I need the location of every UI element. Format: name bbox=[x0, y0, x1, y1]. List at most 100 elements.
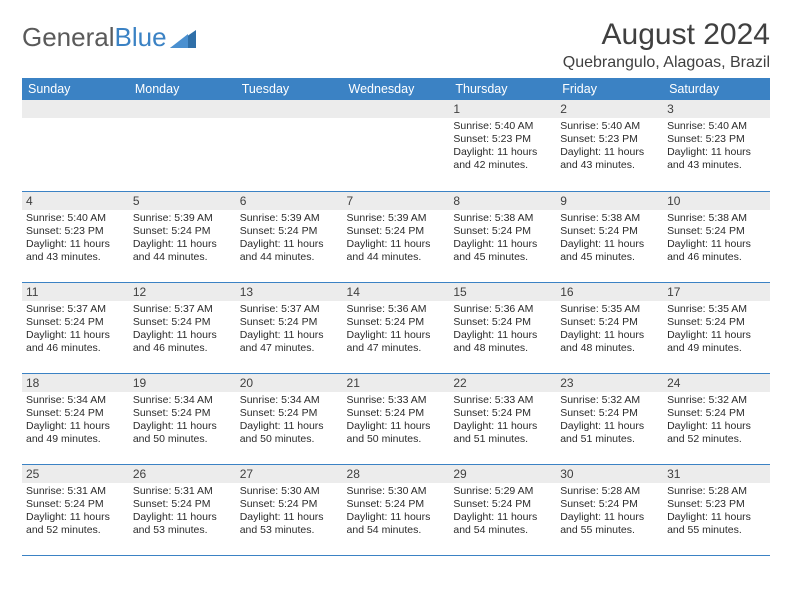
day-number bbox=[236, 100, 343, 118]
day-number: 29 bbox=[449, 465, 556, 483]
calendar-cell: 8Sunrise: 5:38 AMSunset: 5:24 PMDaylight… bbox=[449, 191, 556, 282]
day-number: 16 bbox=[556, 283, 663, 301]
calendar-cell: 30Sunrise: 5:28 AMSunset: 5:24 PMDayligh… bbox=[556, 464, 663, 555]
day-content: Sunrise: 5:40 AMSunset: 5:23 PMDaylight:… bbox=[556, 118, 663, 177]
location: Quebrangulo, Alagoas, Brazil bbox=[563, 54, 770, 72]
calendar-cell: 6Sunrise: 5:39 AMSunset: 5:24 PMDaylight… bbox=[236, 191, 343, 282]
day-content: Sunrise: 5:33 AMSunset: 5:24 PMDaylight:… bbox=[449, 392, 556, 451]
calendar-cell bbox=[236, 100, 343, 191]
calendar-cell: 28Sunrise: 5:30 AMSunset: 5:24 PMDayligh… bbox=[343, 464, 450, 555]
day-content: Sunrise: 5:37 AMSunset: 5:24 PMDaylight:… bbox=[129, 301, 236, 360]
day-number: 2 bbox=[556, 100, 663, 118]
calendar-cell bbox=[343, 100, 450, 191]
calendar-cell: 5Sunrise: 5:39 AMSunset: 5:24 PMDaylight… bbox=[129, 191, 236, 282]
calendar-cell: 31Sunrise: 5:28 AMSunset: 5:23 PMDayligh… bbox=[663, 464, 770, 555]
day-content: Sunrise: 5:40 AMSunset: 5:23 PMDaylight:… bbox=[663, 118, 770, 177]
calendar-cell: 15Sunrise: 5:36 AMSunset: 5:24 PMDayligh… bbox=[449, 282, 556, 373]
day-header: Saturday bbox=[663, 78, 770, 100]
day-number: 3 bbox=[663, 100, 770, 118]
day-content: Sunrise: 5:39 AMSunset: 5:24 PMDaylight:… bbox=[343, 210, 450, 269]
day-number: 19 bbox=[129, 374, 236, 392]
calendar-cell: 25Sunrise: 5:31 AMSunset: 5:24 PMDayligh… bbox=[22, 464, 129, 555]
day-number: 9 bbox=[556, 192, 663, 210]
day-number: 24 bbox=[663, 374, 770, 392]
day-content: Sunrise: 5:34 AMSunset: 5:24 PMDaylight:… bbox=[129, 392, 236, 451]
calendar-week-row: 25Sunrise: 5:31 AMSunset: 5:24 PMDayligh… bbox=[22, 464, 770, 555]
calendar-cell: 7Sunrise: 5:39 AMSunset: 5:24 PMDaylight… bbox=[343, 191, 450, 282]
day-header: Thursday bbox=[449, 78, 556, 100]
day-content: Sunrise: 5:36 AMSunset: 5:24 PMDaylight:… bbox=[343, 301, 450, 360]
calendar-cell: 27Sunrise: 5:30 AMSunset: 5:24 PMDayligh… bbox=[236, 464, 343, 555]
calendar-table: SundayMondayTuesdayWednesdayThursdayFrid… bbox=[22, 78, 770, 556]
day-number: 22 bbox=[449, 374, 556, 392]
day-number: 21 bbox=[343, 374, 450, 392]
calendar-week-row: 4Sunrise: 5:40 AMSunset: 5:23 PMDaylight… bbox=[22, 191, 770, 282]
calendar-cell: 21Sunrise: 5:33 AMSunset: 5:24 PMDayligh… bbox=[343, 373, 450, 464]
calendar-cell: 13Sunrise: 5:37 AMSunset: 5:24 PMDayligh… bbox=[236, 282, 343, 373]
day-content: Sunrise: 5:38 AMSunset: 5:24 PMDaylight:… bbox=[556, 210, 663, 269]
calendar-cell: 3Sunrise: 5:40 AMSunset: 5:23 PMDaylight… bbox=[663, 100, 770, 191]
calendar-cell: 23Sunrise: 5:32 AMSunset: 5:24 PMDayligh… bbox=[556, 373, 663, 464]
calendar-week-row: 11Sunrise: 5:37 AMSunset: 5:24 PMDayligh… bbox=[22, 282, 770, 373]
calendar-cell: 1Sunrise: 5:40 AMSunset: 5:23 PMDaylight… bbox=[449, 100, 556, 191]
day-content: Sunrise: 5:32 AMSunset: 5:24 PMDaylight:… bbox=[663, 392, 770, 451]
day-content: Sunrise: 5:35 AMSunset: 5:24 PMDaylight:… bbox=[556, 301, 663, 360]
day-number bbox=[343, 100, 450, 118]
day-content: Sunrise: 5:40 AMSunset: 5:23 PMDaylight:… bbox=[449, 118, 556, 177]
day-number: 13 bbox=[236, 283, 343, 301]
day-content: Sunrise: 5:38 AMSunset: 5:24 PMDaylight:… bbox=[663, 210, 770, 269]
calendar-cell: 26Sunrise: 5:31 AMSunset: 5:24 PMDayligh… bbox=[129, 464, 236, 555]
day-number: 23 bbox=[556, 374, 663, 392]
header: GeneralBlue August 2024 Quebrangulo, Ala… bbox=[22, 18, 770, 72]
day-header: Monday bbox=[129, 78, 236, 100]
day-number: 4 bbox=[22, 192, 129, 210]
day-number: 26 bbox=[129, 465, 236, 483]
day-content: Sunrise: 5:31 AMSunset: 5:24 PMDaylight:… bbox=[129, 483, 236, 542]
day-content: Sunrise: 5:35 AMSunset: 5:24 PMDaylight:… bbox=[663, 301, 770, 360]
day-number: 12 bbox=[129, 283, 236, 301]
calendar-cell: 10Sunrise: 5:38 AMSunset: 5:24 PMDayligh… bbox=[663, 191, 770, 282]
day-number: 20 bbox=[236, 374, 343, 392]
day-number: 27 bbox=[236, 465, 343, 483]
calendar-cell: 14Sunrise: 5:36 AMSunset: 5:24 PMDayligh… bbox=[343, 282, 450, 373]
day-header-row: SundayMondayTuesdayWednesdayThursdayFrid… bbox=[22, 78, 770, 100]
calendar-cell: 20Sunrise: 5:34 AMSunset: 5:24 PMDayligh… bbox=[236, 373, 343, 464]
day-number bbox=[22, 100, 129, 118]
calendar-cell: 12Sunrise: 5:37 AMSunset: 5:24 PMDayligh… bbox=[129, 282, 236, 373]
day-content: Sunrise: 5:30 AMSunset: 5:24 PMDaylight:… bbox=[236, 483, 343, 542]
calendar-cell: 29Sunrise: 5:29 AMSunset: 5:24 PMDayligh… bbox=[449, 464, 556, 555]
logo-triangle-icon bbox=[170, 28, 196, 48]
day-content: Sunrise: 5:40 AMSunset: 5:23 PMDaylight:… bbox=[22, 210, 129, 269]
calendar-body: 1Sunrise: 5:40 AMSunset: 5:23 PMDaylight… bbox=[22, 100, 770, 555]
day-number: 10 bbox=[663, 192, 770, 210]
calendar-cell: 2Sunrise: 5:40 AMSunset: 5:23 PMDaylight… bbox=[556, 100, 663, 191]
day-content: Sunrise: 5:34 AMSunset: 5:24 PMDaylight:… bbox=[236, 392, 343, 451]
day-content: Sunrise: 5:37 AMSunset: 5:24 PMDaylight:… bbox=[22, 301, 129, 360]
day-content: Sunrise: 5:38 AMSunset: 5:24 PMDaylight:… bbox=[449, 210, 556, 269]
day-header: Wednesday bbox=[343, 78, 450, 100]
day-number: 8 bbox=[449, 192, 556, 210]
day-header: Tuesday bbox=[236, 78, 343, 100]
calendar-cell: 24Sunrise: 5:32 AMSunset: 5:24 PMDayligh… bbox=[663, 373, 770, 464]
day-content: Sunrise: 5:29 AMSunset: 5:24 PMDaylight:… bbox=[449, 483, 556, 542]
day-content: Sunrise: 5:30 AMSunset: 5:24 PMDaylight:… bbox=[343, 483, 450, 542]
day-content: Sunrise: 5:39 AMSunset: 5:24 PMDaylight:… bbox=[236, 210, 343, 269]
day-header: Friday bbox=[556, 78, 663, 100]
calendar-week-row: 1Sunrise: 5:40 AMSunset: 5:23 PMDaylight… bbox=[22, 100, 770, 191]
day-content: Sunrise: 5:39 AMSunset: 5:24 PMDaylight:… bbox=[129, 210, 236, 269]
day-number: 25 bbox=[22, 465, 129, 483]
day-content: Sunrise: 5:28 AMSunset: 5:24 PMDaylight:… bbox=[556, 483, 663, 542]
calendar-cell: 16Sunrise: 5:35 AMSunset: 5:24 PMDayligh… bbox=[556, 282, 663, 373]
day-number: 14 bbox=[343, 283, 450, 301]
calendar-cell bbox=[129, 100, 236, 191]
day-number: 6 bbox=[236, 192, 343, 210]
logo: GeneralBlue bbox=[22, 18, 196, 53]
day-content: Sunrise: 5:31 AMSunset: 5:24 PMDaylight:… bbox=[22, 483, 129, 542]
day-content: Sunrise: 5:36 AMSunset: 5:24 PMDaylight:… bbox=[449, 301, 556, 360]
calendar-cell: 22Sunrise: 5:33 AMSunset: 5:24 PMDayligh… bbox=[449, 373, 556, 464]
calendar-cell: 9Sunrise: 5:38 AMSunset: 5:24 PMDaylight… bbox=[556, 191, 663, 282]
day-number bbox=[129, 100, 236, 118]
day-number: 15 bbox=[449, 283, 556, 301]
calendar-week-row: 18Sunrise: 5:34 AMSunset: 5:24 PMDayligh… bbox=[22, 373, 770, 464]
day-content: Sunrise: 5:34 AMSunset: 5:24 PMDaylight:… bbox=[22, 392, 129, 451]
